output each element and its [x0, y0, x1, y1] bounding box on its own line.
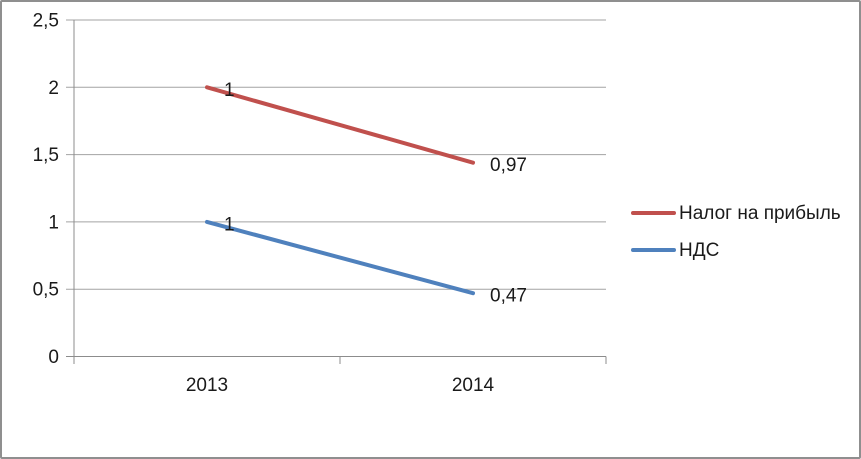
x-axis-category-label: 2014 — [452, 375, 495, 396]
data-point-label: 1 — [224, 214, 235, 235]
data-point-label: 0,97 — [490, 155, 527, 176]
y-axis-tick-label: 1,5 — [33, 145, 59, 166]
legend-item: НДС — [631, 235, 841, 265]
legend-line-swatch — [631, 248, 676, 252]
legend-line-swatch — [631, 211, 676, 215]
legend-label: НДС — [679, 239, 720, 261]
legend-item: Налог на прибыль — [631, 198, 841, 228]
series-line-nds — [205, 219, 475, 296]
data-point-label: 1 — [224, 80, 235, 101]
series-line-nalog-na-pribyl — [205, 85, 475, 165]
y-axis-tick-label: 2 — [48, 78, 59, 99]
data-point-label: 0,47 — [490, 286, 527, 307]
y-axis-tick-label: 0 — [48, 347, 59, 368]
x-axis-category-label: 2013 — [186, 375, 228, 396]
chart-legend: Налог на прибыль НДС — [631, 198, 841, 265]
y-axis-tick-label: 2,5 — [33, 11, 59, 32]
y-axis-tick-label: 1 — [48, 212, 59, 233]
y-axis-tick-label: 0,5 — [33, 280, 59, 301]
legend-label: Налог на прибыль — [679, 202, 841, 224]
